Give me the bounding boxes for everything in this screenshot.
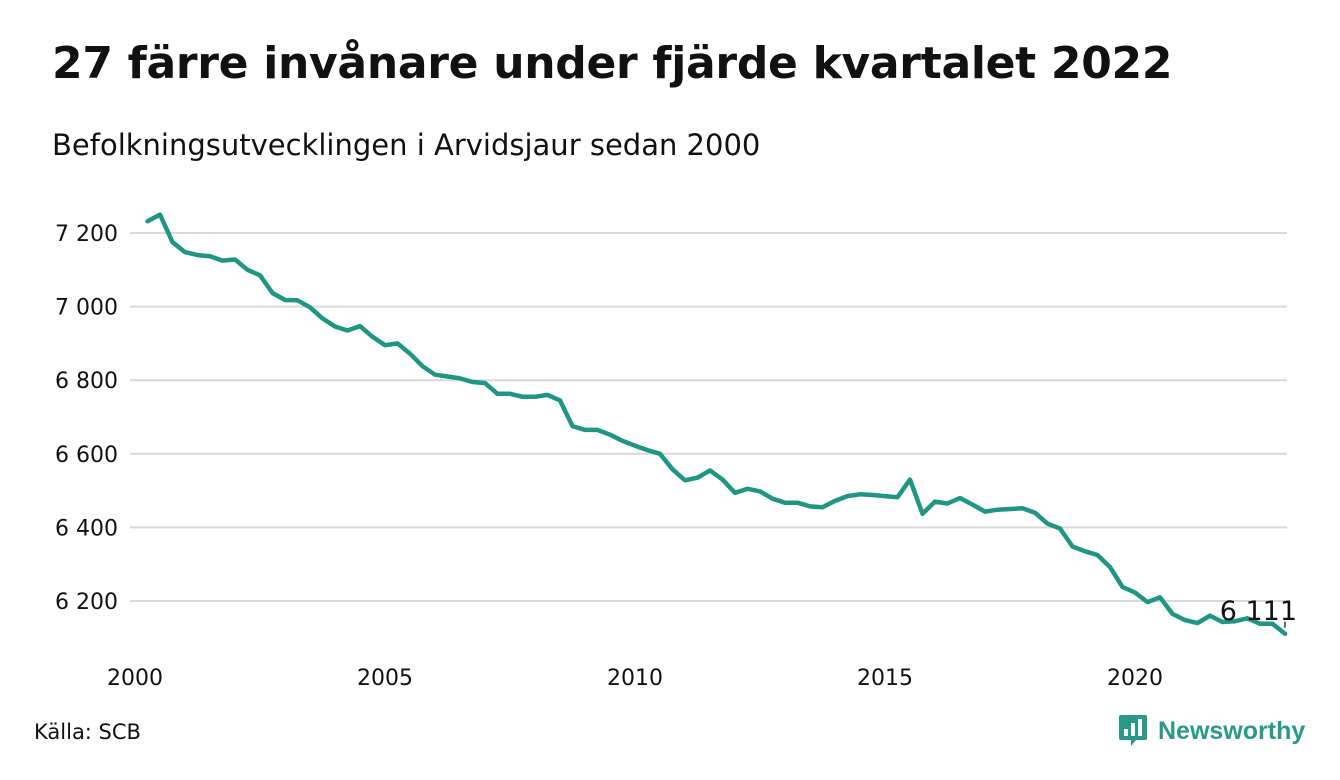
data-label: 6 111: [1220, 596, 1297, 627]
y-tick-label: 7 000: [55, 296, 118, 321]
brand-logo[interactable]: Newsworthy: [1118, 714, 1305, 748]
y-tick-label: 6 400: [55, 516, 118, 541]
y-tick-label: 6 800: [55, 369, 118, 394]
series-line: [145, 212, 1288, 637]
x-tick-label: 2010: [607, 666, 663, 691]
bar-chart-speech-bubble-icon: [1119, 715, 1147, 746]
series-layer: [145, 212, 1288, 637]
y-tick-label: 6 600: [55, 443, 118, 468]
annotations: 6 111: [1220, 596, 1297, 628]
x-tick-label: 2015: [857, 666, 913, 691]
y-axis-tick-labels: 6 200 6 400 6 600 6 800 7 000 7 200: [55, 222, 118, 615]
x-tick-label: 2005: [357, 666, 413, 691]
y-tick-label: 7 200: [55, 222, 118, 247]
x-tick-label: 2000: [107, 666, 163, 691]
x-axis-tick-labels: 2000 2005 2010 2015 2020: [107, 666, 1163, 691]
y-tick-label: 6 200: [55, 590, 118, 615]
x-tick-label: 2020: [1107, 666, 1163, 691]
source-note: Källa: SCB: [34, 720, 141, 744]
brand-name: Newsworthy: [1158, 716, 1306, 745]
chart-title: 27 färre invånare under fjärde kvartalet…: [52, 38, 1173, 89]
gridlines: [130, 232, 1287, 602]
chart-subtitle: Befolkningsutvecklingen i Arvidsjaur sed…: [52, 128, 761, 162]
